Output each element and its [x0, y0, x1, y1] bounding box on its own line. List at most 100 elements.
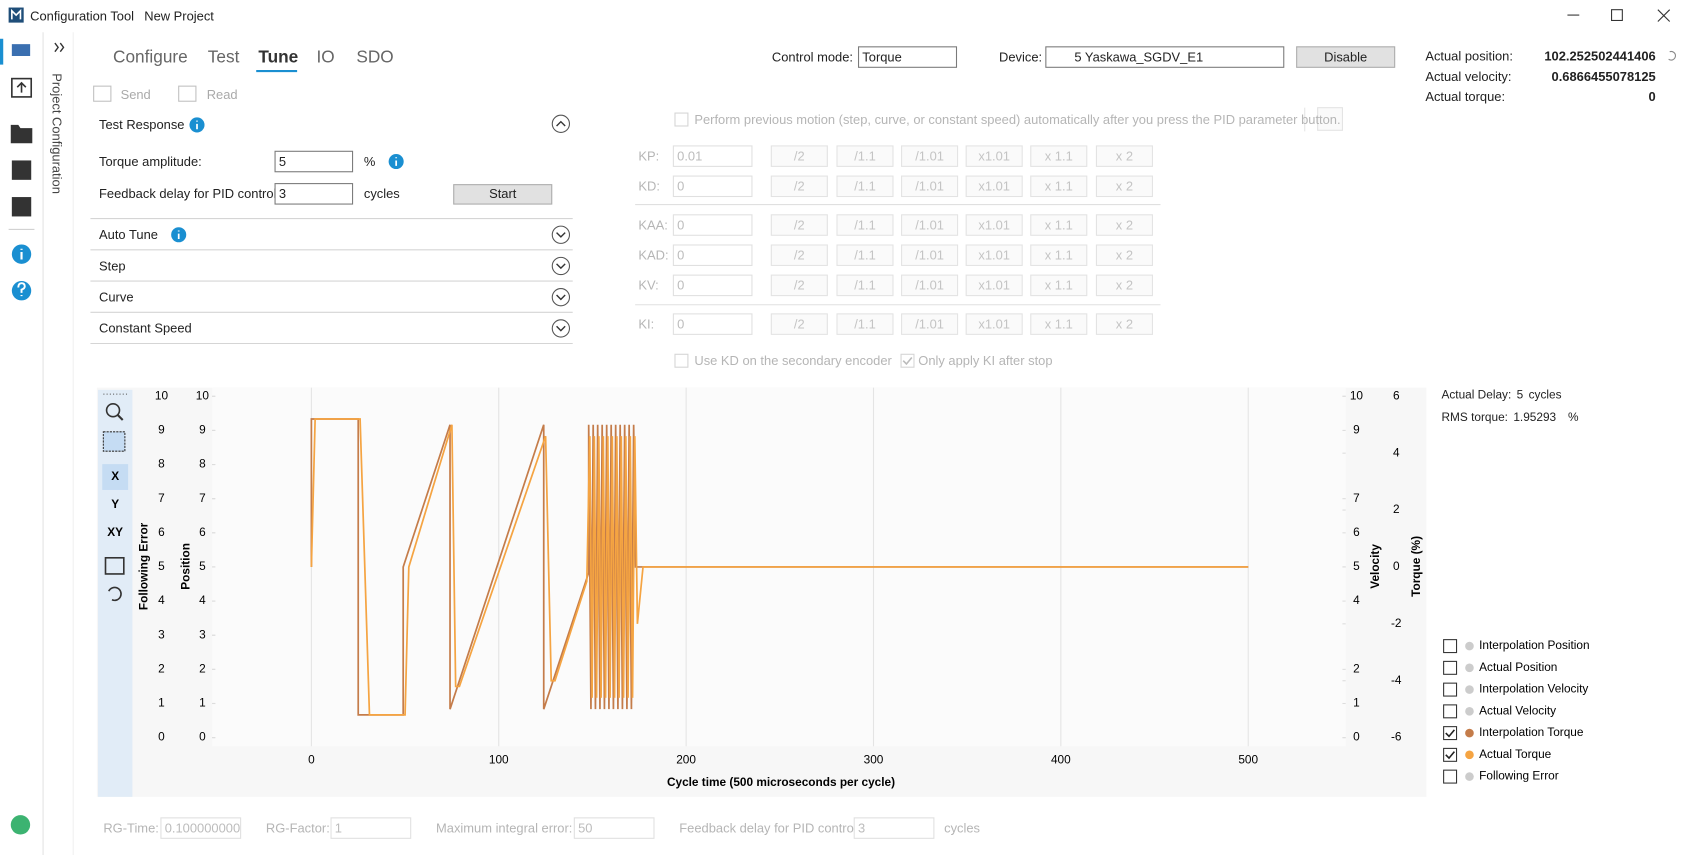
undo-icon[interactable] [107, 586, 122, 602]
pid-button[interactable]: /1.1 [836, 313, 894, 335]
legend-checkbox[interactable] [1443, 747, 1458, 762]
pid-button[interactable]: x1.01 [965, 175, 1023, 198]
pid-button[interactable]: /1.1 [836, 274, 894, 297]
pid-button[interactable]: /1.1 [836, 145, 894, 167]
pid-button[interactable]: x1.01 [965, 244, 1023, 266]
pid-button[interactable]: x 1.1 [1030, 244, 1088, 266]
section-title[interactable]: Curve [99, 289, 134, 305]
pid-button[interactable]: x 1.1 [1030, 145, 1088, 167]
pid-button[interactable]: x 2 [1095, 244, 1153, 266]
expand-toggle[interactable] [551, 114, 571, 133]
pid-input[interactable]: 0.01 [672, 145, 753, 167]
axis-mode-button[interactable]: XY [107, 525, 123, 539]
box-zoom-icon[interactable] [102, 431, 126, 452]
pid-button[interactable]: /1.1 [836, 244, 894, 266]
pid-button[interactable]: /1.1 [836, 214, 894, 236]
read-button[interactable]: Read [206, 87, 238, 103]
pid-input[interactable]: 0 [672, 274, 753, 297]
pid-button[interactable]: x 2 [1095, 175, 1153, 198]
x-tick-label: 400 [1051, 752, 1071, 766]
tab[interactable]: SDO [356, 48, 394, 67]
perform-checkbox[interactable] [674, 112, 689, 127]
pid-button[interactable]: /2 [770, 175, 828, 198]
bottom-input[interactable]: 3 [853, 817, 935, 839]
axis-mode-button[interactable]: Y [111, 497, 119, 511]
pid-input[interactable]: 0 [672, 214, 753, 236]
legend-checkbox[interactable] [1443, 769, 1458, 784]
y-tick-label: 3 [199, 627, 206, 641]
axis-mode-button[interactable]: X [111, 469, 119, 483]
pid-button[interactable]: x 2 [1095, 145, 1153, 167]
legend-checkbox[interactable] [1443, 726, 1458, 741]
nav-saveas-icon[interactable] [11, 197, 32, 217]
expand-button[interactable] [54, 42, 65, 53]
zoom-icon[interactable] [105, 403, 121, 418]
expand-toggle[interactable] [551, 256, 571, 276]
nav-link-icon[interactable] [10, 815, 31, 835]
pid-button[interactable]: x 1.1 [1030, 274, 1088, 297]
bottom-input[interactable]: 0.1000000000 [160, 817, 242, 839]
section-title[interactable]: Constant Speed [99, 320, 192, 336]
pid-button[interactable]: x 1.1 [1030, 313, 1088, 335]
pid-button[interactable]: x 2 [1095, 313, 1153, 335]
tab[interactable]: Test [207, 48, 240, 67]
reset-button[interactable] [1317, 107, 1343, 131]
project-config-label[interactable]: Project Configuration [49, 73, 65, 194]
pid-button[interactable]: x1.01 [965, 274, 1023, 297]
expand-toggle[interactable] [551, 288, 571, 307]
bottom-input[interactable]: 50 [573, 817, 655, 839]
start-button[interactable]: Start [453, 184, 553, 205]
pid-button[interactable]: x1.01 [965, 313, 1023, 335]
nav-open-icon[interactable] [10, 124, 33, 144]
pid-input[interactable]: 0 [672, 244, 753, 266]
legend-checkbox[interactable] [1443, 704, 1458, 719]
refresh-icon[interactable] [1668, 50, 1676, 61]
pid-button[interactable]: /1.01 [901, 244, 959, 266]
close-button[interactable] [1657, 9, 1671, 22]
pid-button[interactable]: /1.1 [836, 175, 894, 198]
pid-button[interactable]: /1.01 [901, 274, 959, 297]
expand-toggle[interactable] [551, 225, 571, 244]
pid-button[interactable]: /1.01 [901, 145, 959, 167]
fit-icon[interactable] [104, 556, 125, 575]
pid-button[interactable]: x1.01 [965, 145, 1023, 167]
pid-button[interactable]: /2 [770, 274, 828, 297]
tab[interactable]: Configure [113, 48, 188, 67]
option-checkbox[interactable] [674, 353, 689, 368]
field-input[interactable]: 3 [274, 183, 354, 205]
legend-checkbox[interactable] [1443, 682, 1458, 697]
bottom-input[interactable]: 1 [330, 817, 412, 839]
pid-input[interactable]: 0 [672, 313, 753, 335]
device-select[interactable]: 5 Yaskawa_SGDV_E1 [1045, 46, 1285, 68]
send-button[interactable]: Send [120, 87, 151, 103]
tab[interactable]: Tune [258, 48, 299, 67]
pid-button[interactable]: /1.01 [901, 175, 959, 198]
disable-button[interactable]: Disable [1296, 46, 1396, 68]
pid-button[interactable]: /1.01 [901, 313, 959, 335]
pid-button[interactable]: x 1.1 [1030, 214, 1088, 236]
pid-input[interactable]: 0 [672, 175, 753, 198]
pid-button[interactable]: x 2 [1095, 214, 1153, 236]
pid-button[interactable]: x1.01 [965, 214, 1023, 236]
pid-button[interactable]: /2 [770, 313, 828, 335]
nav-upload-icon[interactable] [11, 77, 33, 98]
pid-button[interactable]: /1.01 [901, 214, 959, 236]
control-mode-select[interactable]: Torque [857, 46, 958, 68]
nav-save-icon[interactable] [11, 160, 32, 180]
option-checkbox[interactable] [900, 353, 915, 368]
pid-button[interactable]: /2 [770, 244, 828, 266]
section-title[interactable]: Step [99, 258, 126, 274]
section-title[interactable]: Auto Tune [99, 227, 158, 243]
chevron [556, 325, 566, 332]
legend-checkbox[interactable] [1443, 639, 1458, 654]
tab[interactable]: IO [316, 48, 335, 67]
legend-checkbox[interactable] [1443, 660, 1458, 675]
pid-button[interactable]: /2 [770, 145, 828, 167]
pid-button[interactable]: x 2 [1095, 274, 1153, 297]
maximize-button[interactable] [1611, 9, 1623, 21]
nav-config-icon[interactable] [11, 44, 31, 56]
expand-toggle[interactable] [551, 319, 571, 338]
field-input[interactable]: 5 [274, 150, 354, 173]
pid-button[interactable]: x 1.1 [1030, 175, 1088, 198]
pid-button[interactable]: /2 [770, 214, 828, 236]
